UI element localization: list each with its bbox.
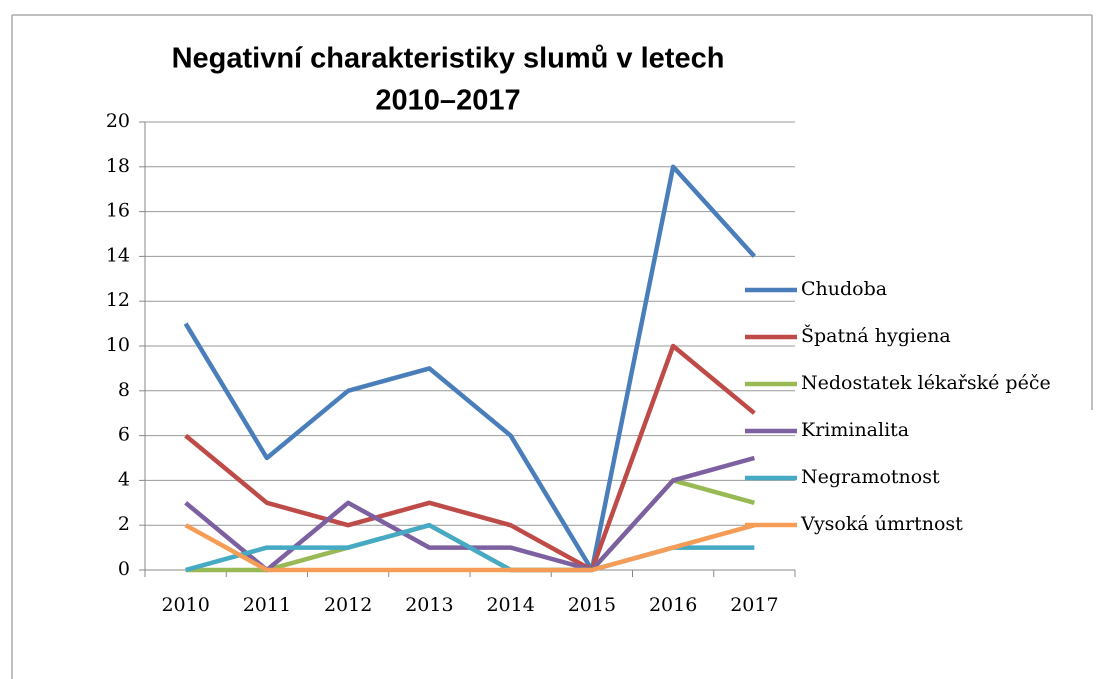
y-tick-label: 12 [106,289,130,311]
series-line [184,523,755,573]
legend-label: Vysoká úmrtnost [800,513,963,535]
x-tick-label: 2016 [649,594,697,616]
x-tick-label: 2015 [568,594,616,616]
series-line [184,343,756,573]
y-tick-label: 10 [106,334,130,356]
legend-label: Špatná hygiena [801,324,951,347]
x-tick-label: 2010 [161,594,209,616]
series-line [183,164,757,573]
y-tick-label: 8 [118,379,130,401]
legend-label: Kriminalita [801,419,909,441]
x-tick-label: 2014 [486,594,534,616]
x-tick-label: 2017 [730,594,778,616]
y-tick-label: 6 [118,424,130,446]
legend-label: Negramotnost [801,466,940,488]
x-tick-label: 2011 [243,594,291,616]
y-tick-label: 14 [106,244,130,266]
legend-label: Chudoba [801,278,887,300]
x-tick-label: 2012 [324,594,372,616]
legend-label: Nedostatek lékařské péče [801,372,1051,394]
y-tick-label: 2 [118,513,130,535]
chart-title: Negativní charakteristiky slumů v letech [172,43,725,75]
y-tick-label: 16 [106,200,130,222]
chart-title: 2010–2017 [375,85,520,117]
y-tick-label: 18 [106,155,130,177]
x-tick-label: 2013 [405,594,453,616]
y-tick-label: 20 [106,110,130,132]
y-tick-label: 0 [118,558,130,580]
y-tick-label: 4 [118,468,130,490]
